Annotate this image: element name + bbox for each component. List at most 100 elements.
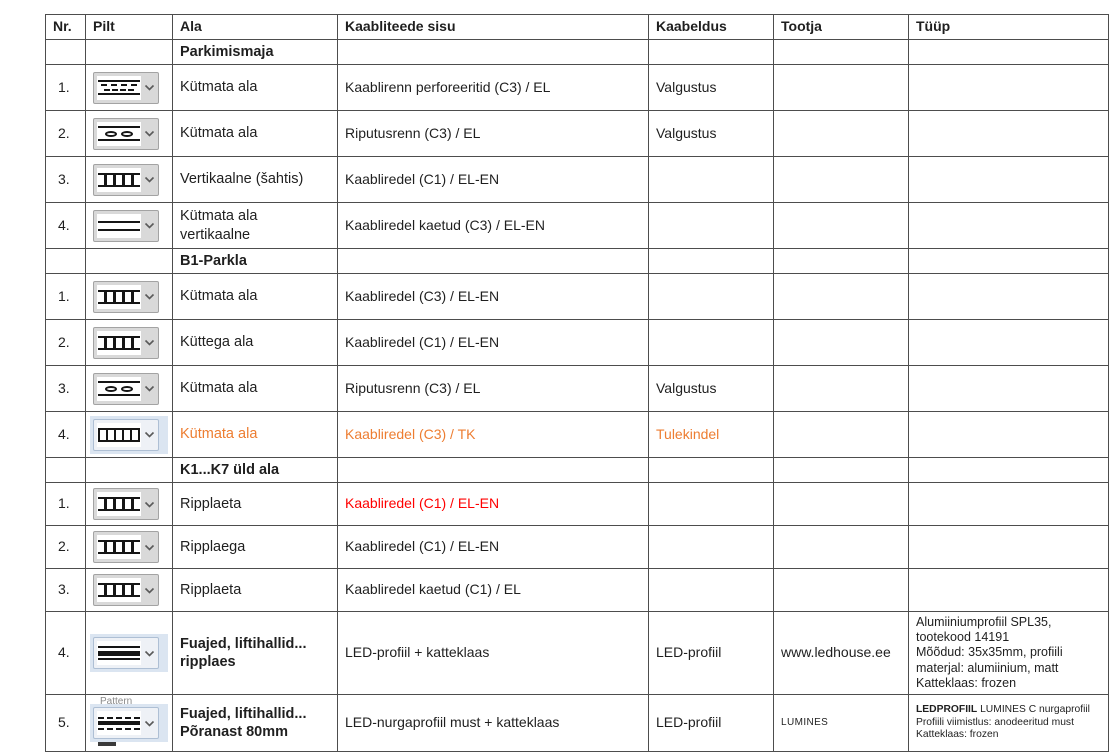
cabling-cell xyxy=(648,156,774,203)
cable-route-content-cell: Kaabliredel (C1) / EL-EN xyxy=(337,156,649,203)
row-number: 4. xyxy=(45,411,86,458)
area-text: Kütmata ala xyxy=(180,426,258,443)
cable-route-content-cell: LED-nurgaprofiil must + katteklaas xyxy=(337,694,649,752)
led-profile-icon xyxy=(97,641,141,665)
pattern-cell xyxy=(85,64,173,111)
manufacturer-cell xyxy=(773,411,909,458)
pattern-cell: Pattern xyxy=(85,694,173,752)
pattern-dropdown[interactable] xyxy=(90,207,168,245)
chevron-down-icon xyxy=(141,532,158,562)
pattern-cell xyxy=(85,568,173,612)
manufacturer-cell xyxy=(773,110,909,157)
area-cell: Kütmata ala xyxy=(172,110,338,157)
section-row: K1...K7 üld ala xyxy=(45,457,1109,483)
chevron-down-icon xyxy=(141,328,158,358)
pattern-dropdown-button[interactable] xyxy=(93,163,159,196)
pattern-dropdown[interactable] xyxy=(90,415,168,454)
area-text: Fuajed, liftihallid... xyxy=(180,635,307,652)
cabling-cell xyxy=(648,273,774,320)
area-cell: Kütmata ala xyxy=(172,365,338,412)
empty-cell xyxy=(45,39,86,65)
pattern-dropdown-button[interactable] xyxy=(93,488,159,520)
chevron-down-icon xyxy=(141,575,158,605)
cable-route-content-cell: Kaabliredel kaetud (C1) / EL xyxy=(337,568,649,612)
area-text: Ripplaeta xyxy=(180,581,242,598)
pattern-dropdown[interactable] xyxy=(90,278,168,316)
cable-route-content-cell: Kaabliredel (C1) / EL-EN xyxy=(337,525,649,569)
area-text: Küttega ala xyxy=(180,334,254,351)
column-header-kaabeldus: Kaabeldus xyxy=(648,14,774,40)
pattern-dropdown-button[interactable] xyxy=(93,117,159,150)
pattern-dropdown[interactable] xyxy=(90,528,168,566)
pattern-dropdown-button[interactable] xyxy=(93,209,159,242)
pattern-dropdown-button[interactable] xyxy=(93,71,159,104)
pattern-dropdown-button[interactable] xyxy=(93,326,159,359)
area-text: Kütmata ala xyxy=(180,125,258,142)
pattern-dropdown[interactable] xyxy=(90,571,168,609)
manufacturer-cell xyxy=(773,64,909,111)
area-cell: Ripplaega xyxy=(172,525,338,569)
suspension-tray-icon xyxy=(97,121,141,146)
row-number: 3. xyxy=(45,156,86,203)
table-row: 2. Küttega ala Kaabliredel (C1) / EL-EN xyxy=(45,319,1109,366)
area-cell: Fuajed, liftihallid... ripplaes xyxy=(172,611,338,695)
pattern-dropdown[interactable] xyxy=(90,324,168,362)
cable-route-content-cell: Riputusrenn (C3) / EL xyxy=(337,110,649,157)
pattern-dropdown[interactable] xyxy=(90,634,168,672)
empty-cell xyxy=(773,457,909,483)
pattern-dropdown[interactable] xyxy=(90,161,168,199)
empty-cell xyxy=(85,39,173,65)
table-row: 3. Vertikaalne (šahtis) Kaabliredel (C1) … xyxy=(45,156,1109,203)
pattern-dropdown-button[interactable] xyxy=(93,372,159,405)
cabling-cell: Valgustus xyxy=(648,110,774,157)
section-title-text: B1-Parkla xyxy=(180,252,247,269)
row-number: 1. xyxy=(45,64,86,111)
manufacturer-cell xyxy=(773,319,909,366)
row-number: 4. xyxy=(45,202,86,249)
manufacturer-cell xyxy=(773,365,909,412)
pattern-dropdown[interactable] xyxy=(90,485,168,523)
cable-route-content-cell: Kaabliredel (C3) / TK xyxy=(337,411,649,458)
pattern-dropdown-button[interactable] xyxy=(93,707,159,739)
type-text-line: Katteklaas: frozen xyxy=(916,675,1017,690)
area-cell: Kütmata ala xyxy=(172,273,338,320)
manufacturer-cell xyxy=(773,525,909,569)
pattern-dropdown[interactable] xyxy=(90,69,168,107)
empty-cell xyxy=(45,457,86,483)
type-text-line: Profiili viimistlus: anodeeritud must xyxy=(916,716,1074,728)
empty-cell xyxy=(337,248,649,274)
cable-route-content-cell: Kaablirenn perforeeritid (C3) / EL xyxy=(337,64,649,111)
row-number: 4. xyxy=(45,611,86,695)
pattern-dropdown-button[interactable] xyxy=(93,531,159,563)
manufacturer-cell: www.ledhouse.ee xyxy=(773,611,909,695)
cable-route-content-cell: Riputusrenn (C3) / EL xyxy=(337,365,649,412)
led-corner-profile-icon xyxy=(97,711,141,735)
area-text: Kütmata ala xyxy=(180,288,258,305)
pattern-dropdown-button[interactable] xyxy=(93,637,159,669)
chevron-down-icon xyxy=(141,708,158,738)
type-cell xyxy=(908,568,1109,612)
type-cell xyxy=(908,110,1109,157)
table-row: 3. Kütmata ala Riputusrenn (C3) / EL Valgu… xyxy=(45,365,1109,412)
pattern-dropdown[interactable]: Pattern xyxy=(90,696,168,746)
cabling-cell xyxy=(648,319,774,366)
type-cell: Alumiiniumprofiil SPL35, tootekood 14191 M… xyxy=(908,611,1109,695)
section-title-text: K1...K7 üld ala xyxy=(180,461,280,478)
type-text-line: materjal: alumiinium, matt xyxy=(916,660,1059,675)
table-row: 2. Kütmata ala Riputusrenn (C3) / EL Valgu… xyxy=(45,110,1109,157)
chevron-down-icon xyxy=(141,489,158,519)
row-number: 3. xyxy=(45,568,86,612)
section-title: K1...K7 üld ala xyxy=(172,457,338,483)
pattern-dropdown-button[interactable] xyxy=(93,418,159,451)
type-text-line: Katteklaas: frozen xyxy=(916,729,999,741)
pattern-dropdown-button[interactable] xyxy=(93,280,159,313)
pattern-dropdown[interactable] xyxy=(90,115,168,153)
table-row: 3. Ripplaeta Kaabliredel kaetud (C1) / EL xyxy=(45,568,1109,612)
empty-cell xyxy=(648,457,774,483)
pattern-dropdown[interactable] xyxy=(90,370,168,408)
tray-perforated-icon xyxy=(97,75,141,100)
pattern-dropdown-button[interactable] xyxy=(93,574,159,606)
section-title: B1-Parkla xyxy=(172,248,338,274)
section-title-text: Parkimismaja xyxy=(180,43,274,60)
column-header-tootja: Tootja xyxy=(773,14,909,40)
